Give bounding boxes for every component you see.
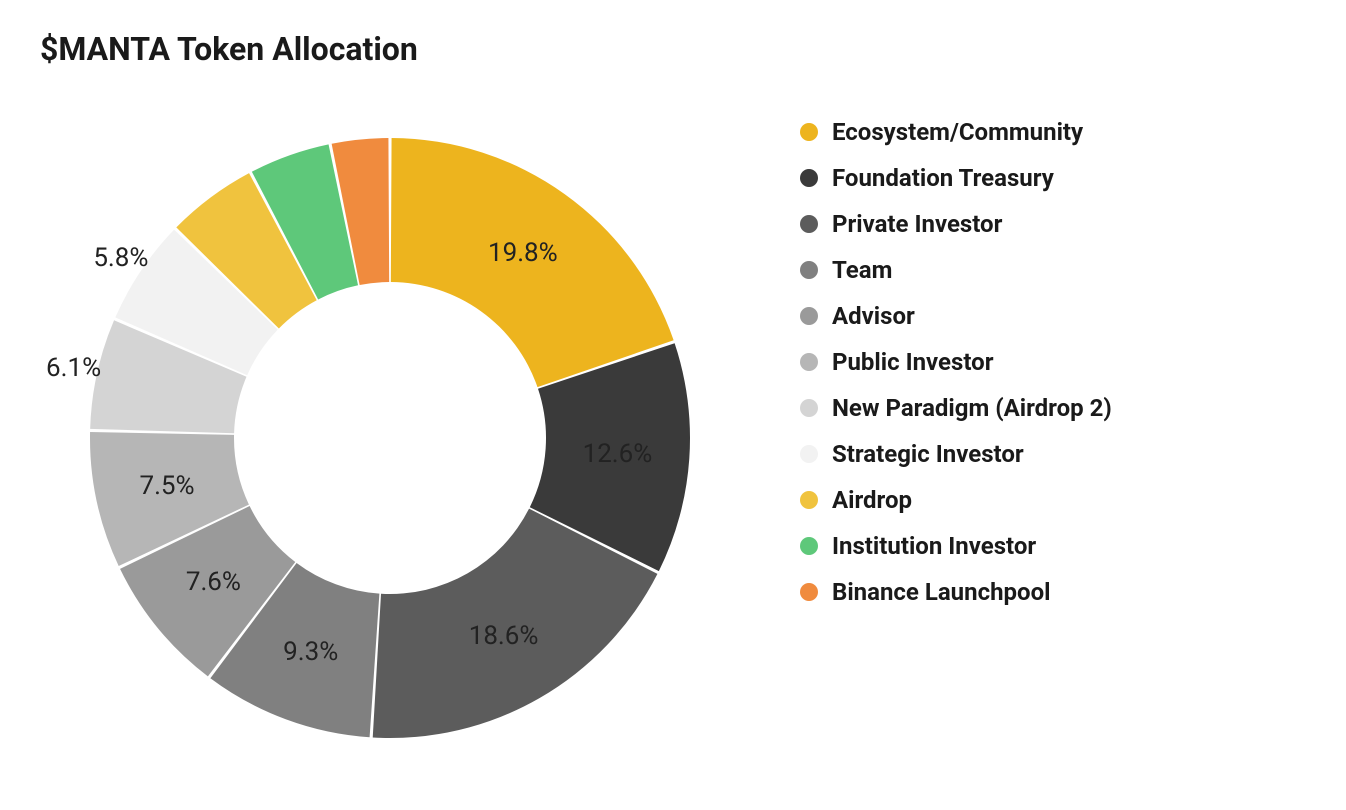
donut-chart: 19.8% 12.6% 18.6% 9.3% 7.6% 7.5% 6.1% 5.8% [40,88,740,788]
legend-item: New Paradigm (Airdrop 2) [800,394,1112,422]
legend-label: Airdrop [832,486,912,514]
legend-swatch [800,261,818,279]
slice-label: 9.3% [283,637,338,667]
legend-item: Foundation Treasury [800,164,1112,192]
slice-label: 19.8% [488,238,558,268]
legend-label: Strategic Investor [832,440,1024,468]
legend-label: Advisor [832,302,915,330]
chart-content: 19.8% 12.6% 18.6% 9.3% 7.6% 7.5% 6.1% 5.8% Ecos… [40,88,1306,788]
legend-swatch [800,583,818,601]
legend-swatch [800,307,818,325]
slice-label: 6.1% [46,353,101,383]
legend-item: Team [800,256,1112,284]
slice-label: 12.6% [583,439,653,469]
chart-title: $MANTA Token Allocation [40,30,1306,68]
legend: Ecosystem/Community Foundation Treasury Pr… [800,88,1112,624]
legend-swatch [800,491,818,509]
slice-label: 18.6% [469,621,539,651]
legend-swatch [800,123,818,141]
legend-swatch [800,537,818,555]
legend-label: Private Investor [832,210,1002,238]
legend-swatch [800,399,818,417]
legend-item: Airdrop [800,486,1112,514]
legend-label: Team [832,256,892,284]
slice-label: 5.8% [93,243,148,273]
legend-swatch [800,353,818,371]
legend-label: Foundation Treasury [832,164,1054,192]
slice-label: 7.6% [186,567,241,597]
legend-item: Institution Investor [800,532,1112,560]
legend-item: Strategic Investor [800,440,1112,468]
legend-label: Binance Launchpool [832,578,1050,606]
legend-item: Ecosystem/Community [800,118,1112,146]
legend-label: Public Investor [832,348,994,376]
legend-swatch [800,169,818,187]
legend-label: New Paradigm (Airdrop 2) [832,394,1112,422]
legend-item: Private Investor [800,210,1112,238]
slice-label: 7.5% [139,471,194,501]
legend-item: Binance Launchpool [800,578,1112,606]
legend-item: Advisor [800,302,1112,330]
legend-label: Ecosystem/Community [832,118,1083,146]
legend-swatch [800,445,818,463]
legend-item: Public Investor [800,348,1112,376]
legend-swatch [800,215,818,233]
legend-label: Institution Investor [832,532,1036,560]
